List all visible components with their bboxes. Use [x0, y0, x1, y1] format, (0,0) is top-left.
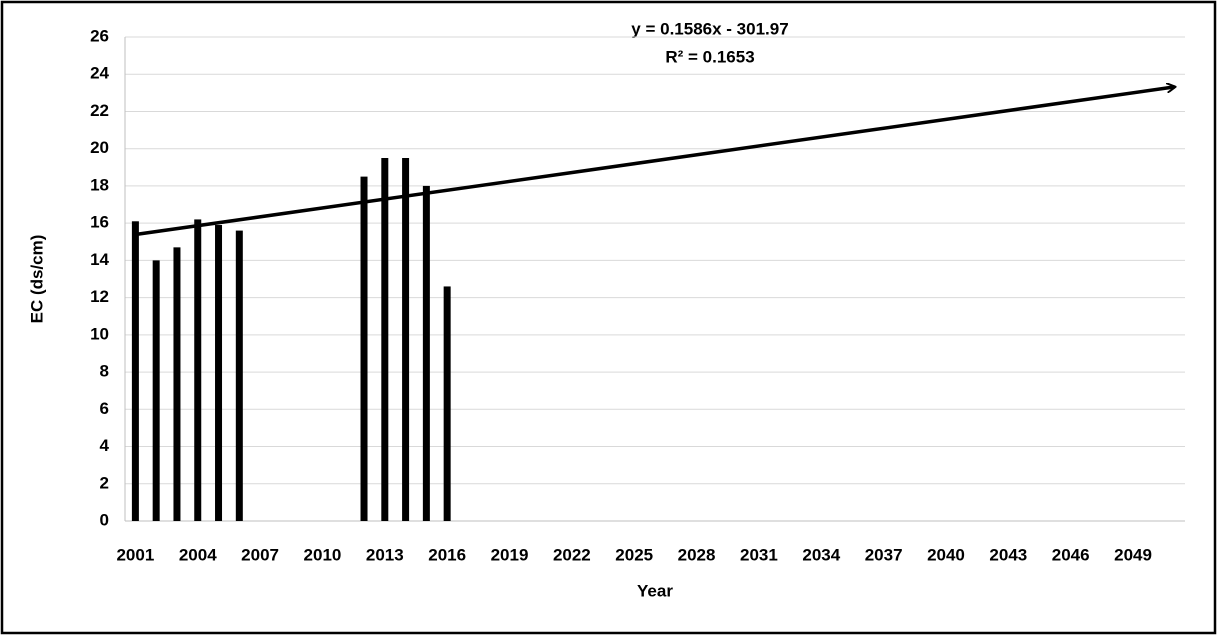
trendline-r-squared: R² = 0.1653 — [665, 47, 754, 66]
x-tick-label: 2016 — [428, 545, 466, 564]
y-tick-label: 8 — [100, 362, 109, 381]
bar — [131, 221, 139, 522]
x-tick-label: 2007 — [241, 545, 279, 564]
y-tick-label: 26 — [90, 26, 109, 45]
bar — [381, 158, 389, 521]
x-tick-label: 2022 — [553, 545, 591, 564]
bar — [360, 176, 368, 521]
y-axis-title: EC (ds/cm) — [27, 235, 46, 324]
x-tick-label: 2040 — [927, 545, 965, 564]
y-tick-label: 18 — [90, 175, 109, 194]
y-tick-label: 22 — [90, 101, 109, 120]
x-tick-label: 2010 — [304, 545, 342, 564]
x-tick-label: 2046 — [1052, 545, 1090, 564]
x-tick-label: 2049 — [1114, 545, 1152, 564]
x-tick-label: 2034 — [802, 545, 840, 564]
x-tick-label: 2028 — [678, 545, 716, 564]
x-axis-title: Year — [637, 581, 673, 600]
y-tick-label: 2 — [100, 473, 109, 492]
y-tick-label: 16 — [90, 213, 109, 232]
x-tick-label: 2019 — [491, 545, 529, 564]
y-tick-label: 0 — [100, 510, 109, 529]
y-tick-label: 10 — [90, 324, 109, 343]
y-tick-label: 12 — [90, 287, 109, 306]
bar — [422, 185, 430, 521]
x-tick-label: 2043 — [989, 545, 1027, 564]
bar — [194, 219, 202, 521]
bar — [235, 230, 243, 521]
bar — [173, 247, 181, 521]
trendline-equation: y = 0.1586x - 301.97 — [631, 19, 788, 38]
x-tick-label: 2031 — [740, 545, 778, 564]
x-tick-label: 2025 — [615, 545, 653, 564]
bar — [152, 260, 160, 521]
bar — [443, 286, 451, 521]
y-tick-label: 4 — [100, 436, 110, 455]
x-tick-label: 2037 — [865, 545, 903, 564]
x-tick-label: 2004 — [179, 545, 217, 564]
y-tick-label: 6 — [100, 399, 109, 418]
y-tick-label: 20 — [90, 138, 109, 157]
y-tick-label: 14 — [90, 250, 109, 269]
bar — [215, 225, 223, 521]
trendline — [135, 87, 1174, 237]
x-tick-label: 2013 — [366, 545, 404, 564]
x-tick-label: 2001 — [116, 545, 154, 564]
bar — [402, 158, 410, 521]
y-tick-label: 24 — [90, 64, 109, 83]
